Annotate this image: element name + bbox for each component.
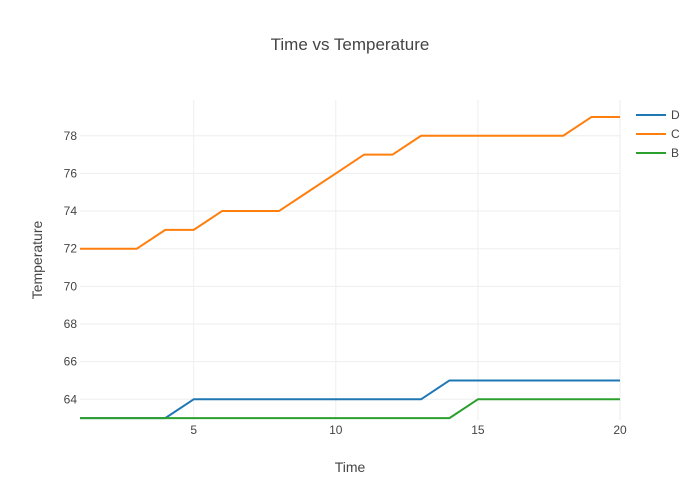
legend-label: D bbox=[671, 108, 680, 122]
y-tick-label: 64 bbox=[64, 392, 78, 406]
series-line-d bbox=[80, 379, 620, 420]
y-tick-label: 70 bbox=[64, 279, 78, 293]
legend[interactable]: DCB bbox=[636, 108, 680, 160]
y-tick-label: 68 bbox=[64, 317, 78, 331]
series-line-c bbox=[80, 115, 620, 250]
y-tick-label: 74 bbox=[64, 204, 78, 218]
chart-title: Time vs Temperature bbox=[271, 35, 430, 54]
y-axis-ticks: 64 66 68 70 72 74 76 78 bbox=[64, 129, 78, 407]
legend-item-b[interactable]: B bbox=[636, 146, 679, 160]
legend-item-c[interactable]: C bbox=[636, 127, 680, 141]
y-tick-label: 72 bbox=[64, 242, 78, 256]
x-tick-label: 20 bbox=[613, 423, 627, 437]
x-tick-label: 15 bbox=[471, 423, 485, 437]
grid bbox=[80, 100, 621, 420]
x-tick-label: 10 bbox=[329, 423, 343, 437]
x-axis-ticks: 5 10 15 20 bbox=[190, 423, 627, 437]
legend-label: B bbox=[671, 146, 679, 160]
x-tick-label: 5 bbox=[190, 423, 197, 437]
y-tick-label: 66 bbox=[64, 355, 78, 369]
y-tick-label: 76 bbox=[64, 166, 78, 180]
y-axis-title: Temperature bbox=[29, 220, 45, 299]
plot-area bbox=[80, 115, 620, 420]
y-tick-label: 78 bbox=[64, 129, 78, 143]
legend-item-d[interactable]: D bbox=[636, 108, 680, 122]
x-axis-title: Time bbox=[335, 459, 366, 475]
series-line-b bbox=[80, 398, 620, 420]
legend-label: C bbox=[671, 127, 680, 141]
